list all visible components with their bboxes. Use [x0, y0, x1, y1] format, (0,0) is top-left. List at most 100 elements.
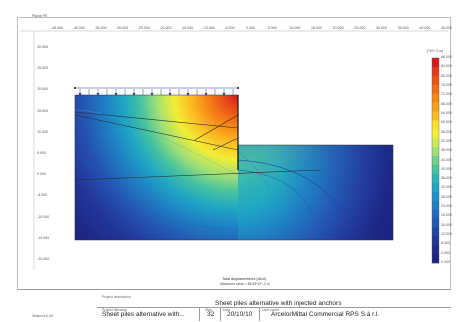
surface-load [75, 87, 238, 95]
left-axis-tick-label: -5.000 [37, 193, 48, 198]
legend-value-label: 0.000 [441, 260, 450, 264]
top-axis-tick-label: -5.000 [224, 26, 235, 30]
legend-swatch [432, 200, 439, 210]
project-title: Sheet piles alternative with injected an… [215, 300, 342, 307]
legend-value-label: 8.000 [441, 241, 450, 246]
top-axis-tick-label: -30.000 [116, 26, 129, 30]
legend-value-label: 76.000 [441, 82, 452, 87]
legend-colorbar [432, 58, 439, 264]
soil-body [74, 95, 393, 241]
top-axis-tick-label: 30.000 [376, 26, 387, 30]
top-axis-tick-label: 0.000 [246, 26, 255, 30]
legend-value-label: 64.000 [441, 110, 452, 115]
legend-value-label: 56.000 [441, 129, 452, 134]
legend-swatch [432, 236, 439, 246]
version-label: Version 8.6.0.0 [32, 314, 54, 318]
top-axis-tick-label: -15.000 [181, 26, 194, 30]
geometry-lines [74, 111, 321, 181]
anchor-line-2 [74, 114, 239, 151]
legend-swatch [432, 58, 439, 68]
left-axis-tick-label: 0.000 [37, 172, 46, 177]
top-axis-tick-label: 35.000 [397, 26, 409, 30]
legend-value-label: 28.000 [441, 194, 452, 199]
left-axis-tick-label: -10.000 [37, 214, 50, 219]
legend-value-label: 32.000 [441, 185, 452, 190]
plot-caption-max: Maximum value = 88.53*10^-3 m [220, 282, 270, 286]
plot-caption-title: Total displacements (Utot) [222, 277, 266, 281]
legend-swatch [432, 75, 439, 86]
top-axis-tick-label: 20.000 [332, 26, 344, 30]
legend-value-label: 4.000 [441, 250, 450, 255]
layer-boundary [74, 169, 321, 181]
legend-value-label: 12.000 [441, 232, 452, 237]
date-value: 20/10/10 [227, 311, 253, 318]
legend-unit: [*10^-3 m] [427, 49, 444, 53]
legend-swatch [432, 147, 439, 157]
top-axis-tick-label: -25.000 [137, 26, 150, 30]
project-description-label: Project description [102, 295, 131, 299]
legend-value-label: 24.000 [441, 204, 452, 209]
legend-swatch [432, 138, 439, 148]
legend-swatch [432, 164, 439, 175]
legend-value-label: 52.000 [441, 138, 452, 143]
top-axis-tick-label: -45.000 [51, 26, 64, 30]
left-axis-tick-label: -15.000 [37, 235, 50, 240]
top-axis-tick-label: 45.000 [441, 26, 452, 30]
left-axis-tick-label: -20.000 [37, 257, 50, 261]
legend-value-label: 36.000 [441, 176, 452, 181]
legend-swatch [432, 84, 439, 94]
step-label: Step [205, 308, 213, 312]
legend-swatch [432, 156, 439, 166]
legend-value-label: 16.000 [441, 222, 452, 227]
left-axis-tick-label: 15.000 [37, 108, 48, 113]
load-arrowheads [78, 93, 226, 96]
grout-body-2 [212, 137, 239, 151]
divider-user [259, 308, 260, 321]
user-name-label: User name [262, 308, 280, 312]
top-axis-tick-label: 25.000 [354, 26, 366, 30]
legend-value-label: 72.000 [441, 92, 452, 97]
left-axis-tick-label: 30.000 [37, 45, 48, 49]
project-filename-label: Project filename [102, 308, 128, 312]
legend-swatch [432, 218, 439, 228]
divider-date [220, 308, 221, 321]
top-axis-tick-label: 40.000 [419, 26, 431, 30]
top-axis-tick-label: -20.000 [159, 26, 172, 30]
corner-label: Plaxis PE [32, 14, 48, 18]
legend-swatch [432, 182, 439, 192]
divider-step [199, 308, 200, 321]
anchor-line-1 [74, 111, 239, 129]
legend-swatch [432, 173, 439, 184]
legend-swatch [432, 66, 439, 77]
top-axis-tick-label: 5.000 [267, 26, 277, 30]
legend-swatch [432, 102, 439, 112]
legend-border [431, 57, 440, 264]
load-end-point [237, 87, 239, 89]
legend-swatch [432, 209, 439, 219]
left-axis-tick-label: 5.000 [37, 151, 46, 155]
legend-swatch [432, 254, 439, 264]
project-filename: Sheet piles alternative with... [102, 311, 185, 318]
left-axis-tick-label: 20.000 [37, 87, 48, 92]
legend-value-label: 20.000 [441, 213, 452, 218]
load-start-point [74, 87, 76, 89]
legend-swatch [432, 245, 439, 255]
legend-swatch [432, 120, 439, 130]
legend-value-label: 60.000 [441, 120, 452, 125]
top-axis-tick-label: -10.000 [202, 26, 215, 30]
legend-value-label: 44.000 [441, 157, 452, 162]
legend-value-label: 68.000 [441, 101, 452, 106]
legend-value-label: 40.000 [441, 166, 452, 171]
legend-value-label: 88.000 [441, 55, 452, 59]
legend-value-label: 84.000 [441, 64, 452, 69]
date-label: Date [223, 308, 231, 312]
top-axis-tick-label: -40.000 [72, 26, 85, 30]
top-axis-tick-label: 15.000 [311, 26, 322, 30]
model-outline [74, 94, 394, 241]
title-block: Project description Sheet piles alternat… [17, 289, 451, 321]
legend-swatch [432, 93, 439, 103]
top-axis-tick-label: -35.000 [94, 26, 107, 30]
title-block-divider [97, 307, 451, 308]
top-axis-tick-label: 10.000 [289, 26, 301, 30]
